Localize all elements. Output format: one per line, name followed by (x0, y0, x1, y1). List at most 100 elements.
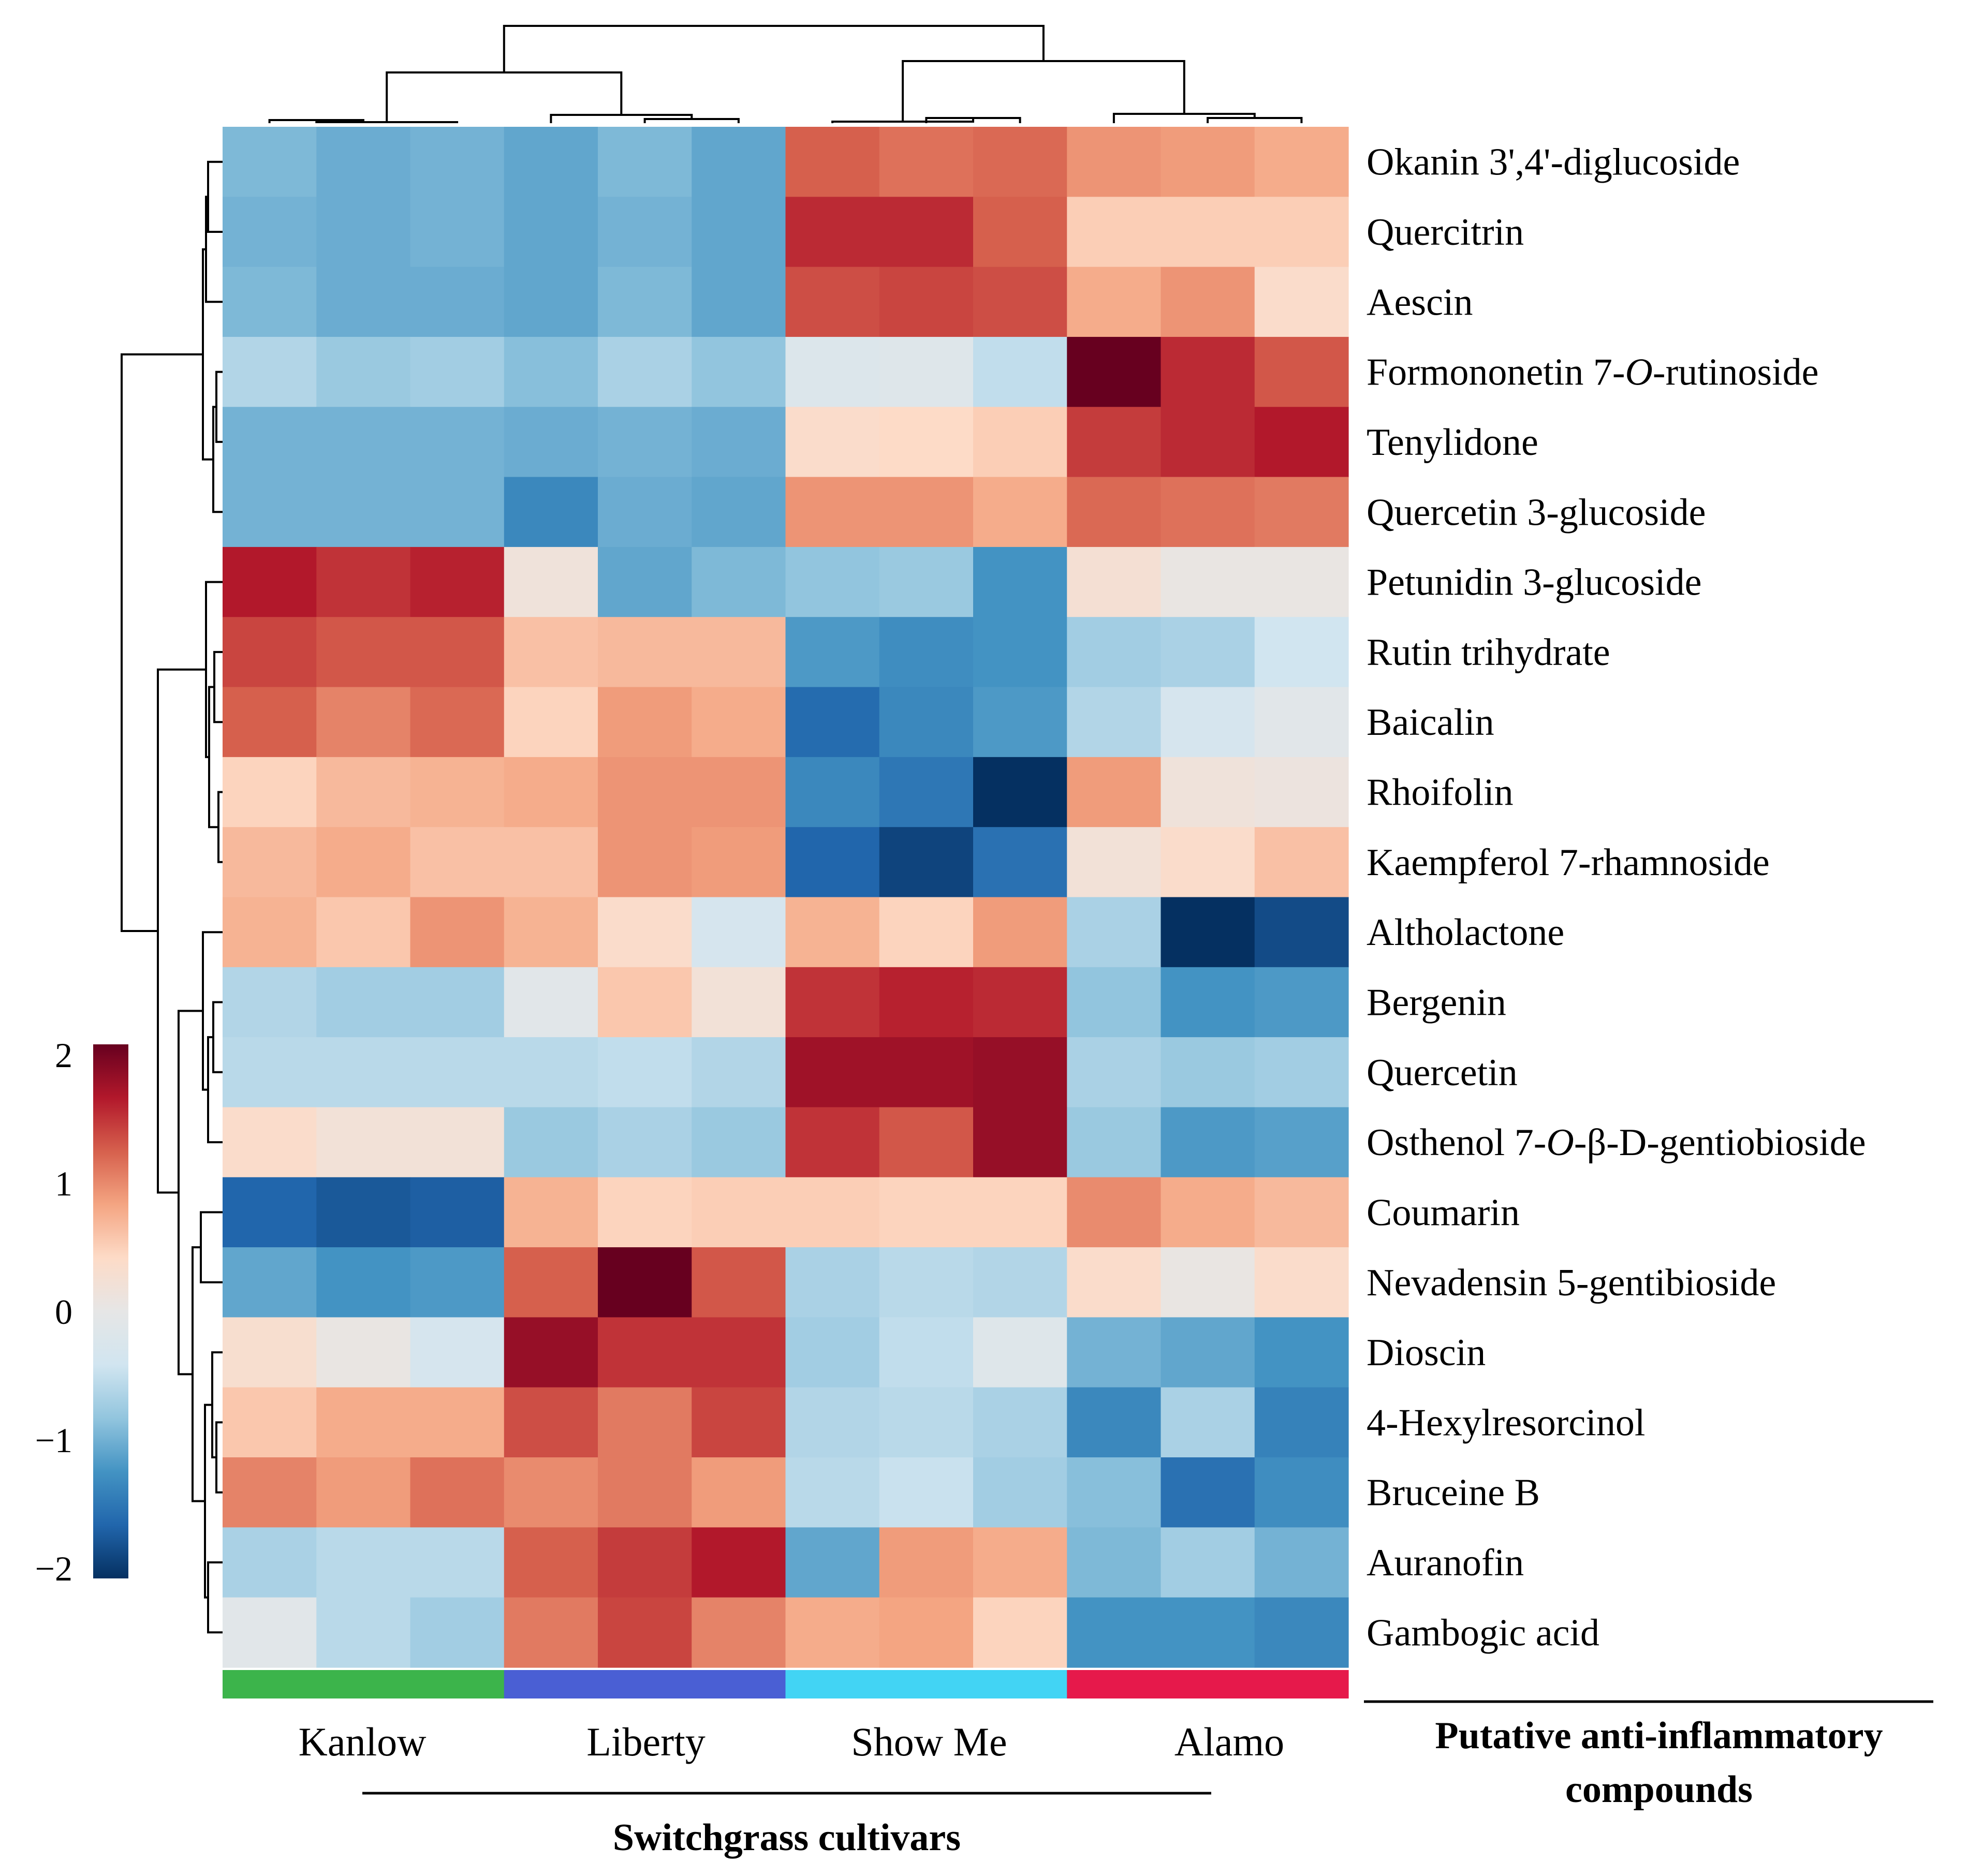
heatmap-cell-r19-c6 (692, 1387, 786, 1458)
row-dendrogram-link-10 (212, 1001, 223, 1073)
heatmap-cell-r3-c12 (1254, 267, 1349, 337)
heatmap-cell-r13-c9 (973, 967, 1067, 1038)
row-dendrogram-link-11 (207, 1036, 223, 1144)
row-label-quercitrin: Quercitrin (1367, 211, 1524, 254)
x-axis-label: Switchgrass cultivars (613, 1816, 961, 1859)
heatmap-cell-r19-c1 (223, 1387, 317, 1458)
heatmap-cell-r14-c1 (223, 1037, 317, 1108)
row-label-altholactone: Altholactone (1367, 911, 1564, 954)
row-dendrogram-link-13 (200, 1211, 223, 1283)
color-scale-tick-2: 1 (55, 1164, 72, 1203)
heatmap-cell-r14-c12 (1254, 1037, 1349, 1108)
heatmap-cell-r20-c11 (1161, 1457, 1255, 1528)
heatmap-cell-r13-c7 (785, 967, 880, 1038)
heatmap-cell-r3-c7 (785, 267, 880, 337)
heatmap-cell-r18-c2 (316, 1317, 411, 1388)
heatmap-cell-r17-c3 (410, 1247, 505, 1318)
heatmap-cell-r1-c12 (1254, 127, 1349, 197)
heatmap-cell-r3-c1 (223, 267, 317, 337)
heatmap-cell-r8-c7 (785, 617, 880, 688)
heatmap-cell-r19-c11 (1161, 1387, 1255, 1458)
heatmap-cell-r21-c12 (1254, 1527, 1349, 1598)
heatmap-cell-r19-c10 (1067, 1387, 1162, 1458)
heatmap-cell-r1-c9 (973, 127, 1067, 197)
heatmap-cell-r17-c1 (223, 1247, 317, 1318)
heatmap-cell-r9-c9 (973, 687, 1067, 758)
heatmap-cell-r11-c1 (223, 827, 317, 898)
row-label-quercetin: Quercetin (1367, 1052, 1518, 1094)
heatmap-cell-r10-c1 (223, 757, 317, 828)
heatmap-cell-r14-c3 (410, 1037, 505, 1108)
heatmap-cell-r21-c1 (223, 1527, 317, 1598)
heatmap-cell-r5-c12 (1254, 407, 1349, 478)
heatmap-cell-r10-c6 (692, 757, 786, 828)
column-dendrogram-link-3 (643, 118, 740, 123)
heatmap-cell-r1-c4 (504, 127, 598, 197)
heatmap-cell-r3-c3 (410, 267, 505, 337)
heatmap-cell-r1-c5 (598, 127, 692, 197)
heatmap-cell-r5-c11 (1161, 407, 1255, 478)
heatmap-cell-r21-c5 (598, 1527, 692, 1598)
heatmap-cell-r5-c10 (1067, 407, 1162, 478)
heatmap-cell-r11-c7 (785, 827, 880, 898)
heatmap-cell-r5-c8 (879, 407, 974, 478)
heatmap-cell-r9-c1 (223, 687, 317, 758)
heatmap-cell-r5-c2 (316, 407, 411, 478)
heatmap-cell-r4-c7 (785, 336, 880, 407)
heatmap-cell-r7-c2 (316, 546, 411, 617)
heatmap-cell-r7-c4 (504, 546, 598, 617)
heatmap-cell-r11-c9 (973, 827, 1067, 898)
heatmap-cell-r9-c5 (598, 687, 692, 758)
heatmap-cell-r19-c9 (973, 1387, 1067, 1458)
heatmap-cell-r15-c12 (1254, 1107, 1349, 1178)
heatmap-cell-r2-c8 (879, 197, 974, 268)
row-dendrogram-link-16 (207, 1561, 223, 1634)
heatmap-cell-r2-c7 (785, 197, 880, 268)
heatmap-cell-r13-c4 (504, 967, 598, 1038)
heatmap-cell-r3-c6 (692, 267, 786, 337)
heatmap-cell-r9-c4 (504, 687, 598, 758)
heatmap-cell-r5-c9 (973, 407, 1067, 478)
heatmap-cell-r19-c5 (598, 1387, 692, 1458)
heatmap-cell-r19-c3 (410, 1387, 505, 1458)
heatmap-cell-r22-c9 (973, 1597, 1067, 1668)
heatmap-cell-r1-c2 (316, 127, 411, 197)
heatmap-cell-r16-c4 (504, 1177, 598, 1248)
heatmap-cell-r14-c7 (785, 1037, 880, 1108)
heatmap-cell-r5-c5 (598, 407, 692, 478)
heatmap-cell-r14-c5 (598, 1037, 692, 1108)
heatmap-cell-r10-c3 (410, 757, 505, 828)
heatmap-cell-r3-c5 (598, 267, 692, 337)
heatmap-cell-r20-c2 (316, 1457, 411, 1528)
heatmap-cell-r2-c1 (223, 197, 317, 268)
heatmap-cell-r7-c10 (1067, 546, 1162, 617)
heatmap-cell-r9-c12 (1254, 687, 1349, 758)
heatmap-cell-r10-c4 (504, 757, 598, 828)
heatmap-cell-r11-c8 (879, 827, 974, 898)
heatmap-cell-r2-c12 (1254, 197, 1349, 268)
row-label-okanin-3-4-diglucoside: Okanin 3',4'-diglucoside (1367, 141, 1740, 184)
heatmap-cell-r11-c3 (410, 827, 505, 898)
heatmap-cell-r16-c1 (223, 1177, 317, 1248)
heatmap-cell-r7-c12 (1254, 546, 1349, 617)
heatmap-cell-r21-c2 (316, 1527, 411, 1598)
column-dendrogram-link-11 (503, 25, 1045, 72)
heatmap-cell-r1-c1 (223, 127, 317, 197)
heatmap-cell-r11-c5 (598, 827, 692, 898)
heatmap-cell-r22-c12 (1254, 1597, 1349, 1668)
heatmap-cell-r4-c12 (1254, 336, 1349, 407)
row-label-quercetin-3-glucoside: Quercetin 3-glucoside (1367, 491, 1706, 534)
color-scale-legend: 2 1 0 −1 −2 (35, 1036, 128, 1588)
heatmap-cell-r17-c9 (973, 1247, 1067, 1318)
heatmap-cell-r6-c7 (785, 477, 880, 548)
row-label-4-hexylresorcinol: 4-Hexylresorcinol (1367, 1401, 1645, 1444)
row-label-aescin: Aescin (1367, 281, 1473, 323)
heatmap-cell-r10-c5 (598, 757, 692, 828)
heatmap-cell-r11-c4 (504, 827, 598, 898)
heatmap-cell-r22-c8 (879, 1597, 974, 1668)
heatmap-cell-r4-c4 (504, 336, 598, 407)
heatmap-cell-r9-c8 (879, 687, 974, 758)
heatmap-cell-r18-c1 (223, 1317, 317, 1388)
heatmap-cell-r5-c3 (410, 407, 505, 478)
heatmap-cell-r22-c11 (1161, 1597, 1255, 1668)
